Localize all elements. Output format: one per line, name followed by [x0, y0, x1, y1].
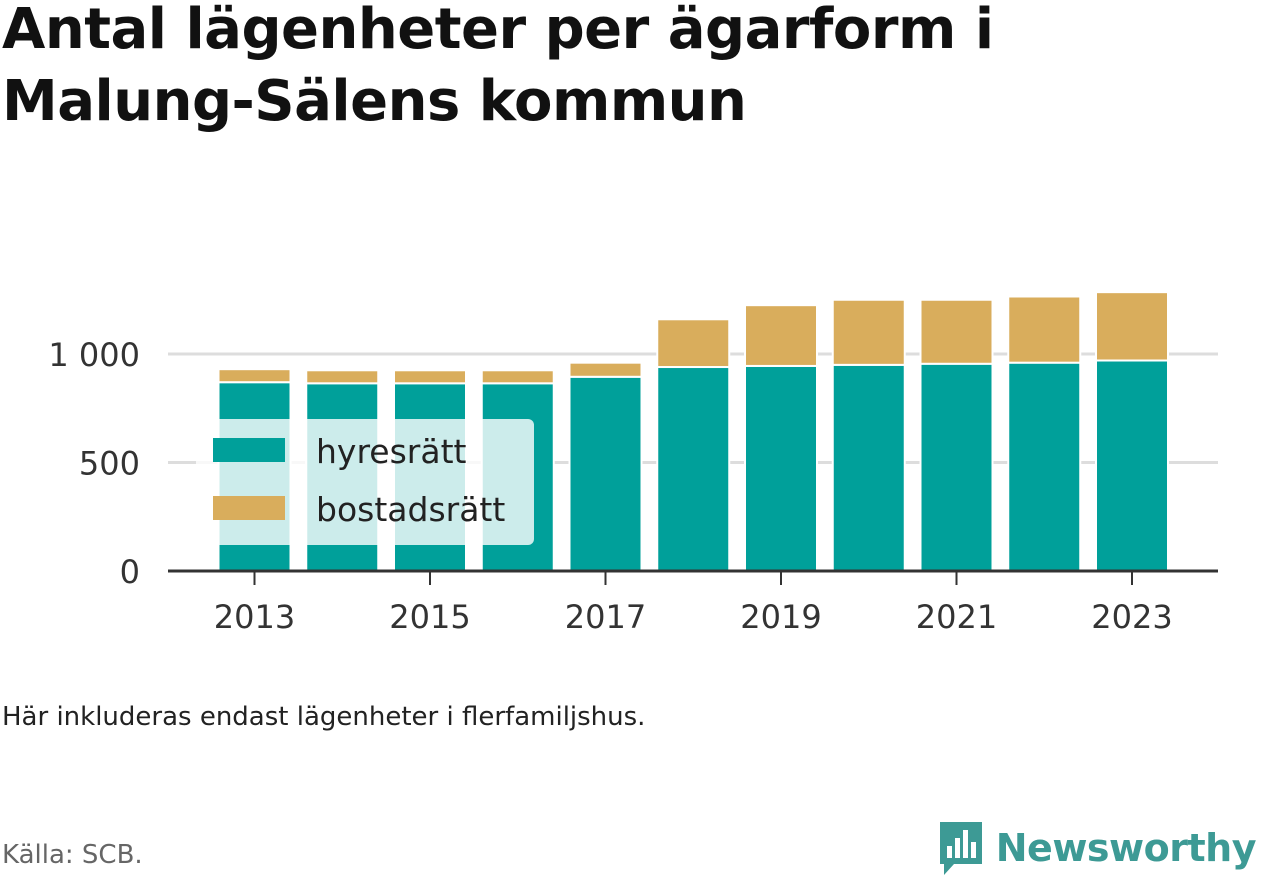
bar-bostadsratt-2016 [480, 369, 555, 385]
bar-hyresratt-2020 [831, 363, 906, 572]
chart-title: Antal lägenheter per ägarform i Malung-S… [2, 0, 994, 134]
bar-hyresratt-2022 [1007, 361, 1082, 572]
bar-hyresratt-2023 [1095, 359, 1169, 573]
y-tick-label: 0 [120, 553, 140, 591]
bar-bostadsratt-2017 [568, 361, 643, 378]
legend-label-hyresratt: hyresrätt [316, 432, 467, 471]
bar-hyresratt-2019 [744, 364, 818, 572]
brand-name: Newsworthy [995, 826, 1257, 870]
bar-hyresratt-2021 [919, 362, 994, 573]
legend-swatch-bostadsratt [213, 496, 285, 520]
newsworthy-logo: Newsworthy [936, 818, 1257, 878]
y-tick-label: 1 000 [48, 336, 140, 374]
bar-hyresratt-2017 [568, 375, 643, 572]
x-tick-label: 2015 [389, 598, 470, 636]
bar-chart-speech-bubble-icon [939, 822, 982, 875]
bar-bostadsratt-2021 [919, 298, 994, 365]
x-tick-label: 2013 [214, 598, 295, 636]
bar-bostadsratt-2014 [305, 369, 380, 385]
y-tick-label: 500 [79, 445, 140, 483]
bar-chart: 2013 2015 2017 2019 2021 2023 0 500 1 000 hyres… [48, 291, 1218, 636]
bar-bostadsratt-2018 [656, 318, 731, 369]
legend-swatch-hyresratt [213, 438, 285, 462]
bar-bostadsratt-2020 [831, 298, 906, 366]
bar-bostadsratt-2022 [1007, 295, 1082, 364]
bar-bostadsratt-2023 [1095, 291, 1169, 362]
x-tick-label: 2023 [1091, 598, 1172, 636]
x-tick-label: 2019 [740, 598, 821, 636]
chart-note: Här inkluderas endast lägenheter i flerf… [2, 702, 646, 732]
bar-bostadsratt-2013 [217, 368, 292, 384]
bar-bostadsratt-2019 [744, 304, 818, 367]
x-tick-label: 2017 [565, 598, 646, 636]
bar-hyresratt-2018 [656, 366, 731, 572]
legend: hyresrätt bostadsrätt [196, 419, 534, 545]
legend-label-bostadsratt: bostadsrätt [316, 490, 505, 529]
x-tick-label: 2021 [916, 598, 997, 636]
x-axis: 2013 2015 2017 2019 2021 2023 [214, 571, 1173, 636]
bar-bostadsratt-2015 [393, 369, 467, 385]
source-text: Källa: SCB. [2, 840, 143, 870]
y-axis: 0 500 1 000 [48, 336, 140, 591]
